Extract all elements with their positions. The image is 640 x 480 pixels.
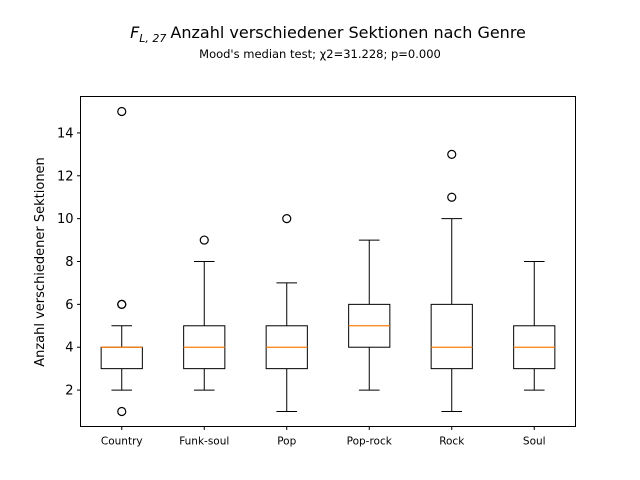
chart-title-text: Anzahl verschiedener Sektionen nach Genr… — [170, 23, 525, 42]
y-tick-label: 4 — [65, 341, 73, 356]
x-tick-label: Country — [101, 436, 143, 448]
y-axis: 2 4 6 8 10 12 14 — [57, 126, 81, 399]
chart-title: FL, 27 Anzahl verschiedener Sektionen nac… — [130, 23, 526, 45]
outlier-point — [117, 406, 127, 417]
x-axis: Country Funk-soul Pop Pop-rock Rock Soul — [101, 426, 546, 448]
y-tick-label: 10 — [57, 212, 74, 227]
chart-subtitle: Mood's median test; χ2=31.228; p=0.000 — [199, 47, 441, 61]
x-tick-label: Pop — [277, 436, 296, 448]
x-tick-label: Soul — [523, 436, 546, 448]
box-pop — [265, 214, 308, 412]
plot-area — [100, 106, 556, 417]
chart-title-subscript: L, 27 — [139, 32, 166, 45]
outlier-point — [117, 106, 127, 117]
chart-title-prefix: F — [130, 23, 140, 42]
y-axis-label: Anzahl verschiedener Sektionen — [33, 157, 48, 367]
box-soul — [513, 261, 556, 391]
box-funk-soul — [183, 235, 226, 391]
x-tick-label: Rock — [439, 436, 465, 448]
x-tick-label: Pop-rock — [347, 436, 393, 448]
outlier-point — [282, 214, 292, 224]
box-pop-rock — [348, 239, 391, 391]
y-tick-label: 8 — [65, 255, 73, 270]
outlier-point — [447, 192, 457, 202]
box-iqr — [430, 303, 473, 370]
y-tick-label: 14 — [57, 126, 74, 141]
box-country — [100, 106, 143, 417]
outlier-point — [199, 235, 209, 245]
y-tick-label: 2 — [65, 384, 73, 399]
y-tick-label: 6 — [65, 298, 73, 313]
axes-frame — [80, 96, 576, 427]
y-tick-label: 12 — [57, 169, 74, 184]
outlier-point — [117, 299, 127, 309]
outlier-point — [447, 149, 457, 159]
x-tick-label: Funk-soul — [179, 436, 229, 448]
box-rock — [430, 149, 473, 412]
